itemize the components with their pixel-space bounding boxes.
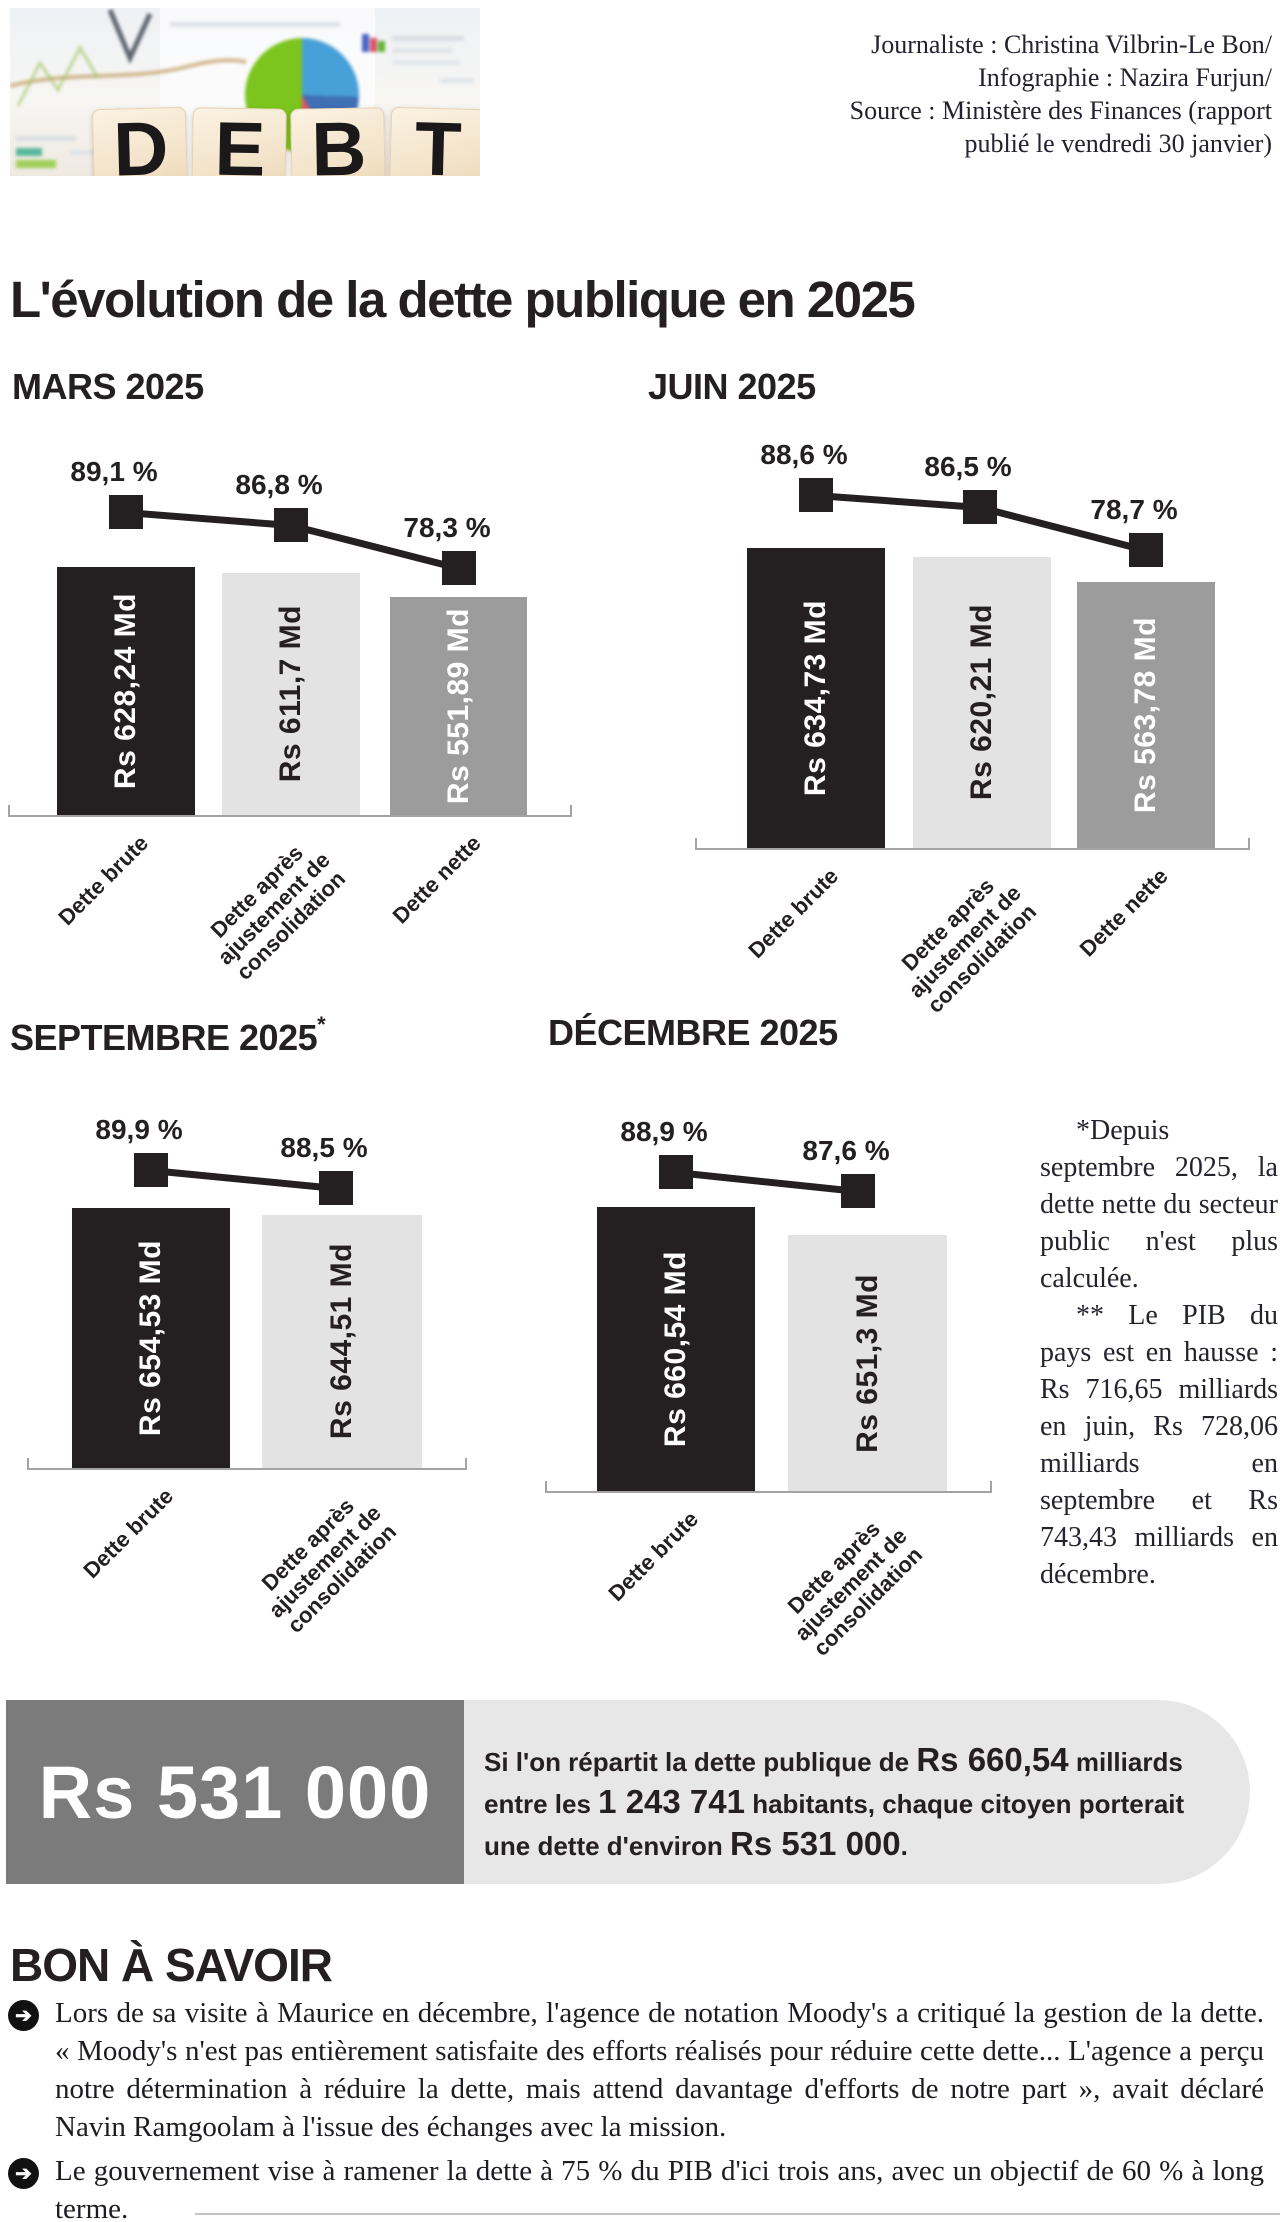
- footnote-paragraph-1: *Depuis septembre 2025, la dette nette d…: [1040, 1115, 1278, 1294]
- pct-marker: [274, 508, 308, 542]
- bar-value-label: Rs 551,89 Md: [441, 607, 475, 805]
- callout-amount-box: Rs 531 000: [6, 1700, 464, 1884]
- bar-dette-brute: Rs 654,53 Md: [72, 1208, 230, 1468]
- axis-tick: [1248, 838, 1250, 850]
- callout-text-box: Si l'on répartit la dette publique de Rs…: [464, 1700, 1250, 1884]
- bullet-2-text: Le gouvernement vise à ramener la dette …: [55, 2155, 1264, 2222]
- callout-amount: Rs 531 000: [38, 1750, 432, 1834]
- x-axis: [27, 1468, 467, 1470]
- pct-label: 89,9 %: [95, 1114, 183, 1145]
- footnote-paragraph-2: ** Le PIB du pays est en hausse : Rs 716…: [1040, 1300, 1278, 1590]
- category-label: Dette après ajustement de consolidation: [782, 1516, 927, 1661]
- x-axis: [8, 815, 572, 817]
- callout-text: Si l'on répartit la dette publique de: [484, 1747, 917, 1777]
- bar-value-label: Rs 634,73 Md: [799, 599, 832, 797]
- axis-tick: [545, 1481, 547, 1493]
- pct-label: 89,1 %: [70, 456, 158, 487]
- bar-value-label: Rs 620,21 Md: [965, 604, 998, 801]
- pct-label: 86,8 %: [235, 469, 323, 500]
- category-label: Dette brute: [53, 830, 153, 931]
- pct-label: 78,3 %: [403, 512, 491, 543]
- pct-marker: [134, 1153, 168, 1187]
- pct-marker: [319, 1171, 353, 1205]
- x-axis: [695, 848, 1250, 850]
- bar-dette-apr-s: Rs 620,21 Md: [913, 557, 1051, 848]
- chart-heading: JUIN 2025: [648, 366, 816, 407]
- credits: Journaliste : Christina Vilbrin-Le Bon/ …: [849, 30, 1272, 158]
- pct-marker: [1129, 533, 1163, 567]
- axis-tick: [695, 838, 697, 850]
- bar-dette-apr-s: Rs 651,3 Md: [788, 1235, 947, 1491]
- bar-dette-apr-s: Rs 611,7 Md: [222, 573, 360, 815]
- arrow-circle-icon: ➔: [8, 2158, 39, 2189]
- x-axis: [545, 1491, 992, 1493]
- category-label: Dette après ajustement de consolidation: [205, 840, 351, 985]
- chart-heading: SEPTEMBRE 2025*: [10, 1012, 326, 1058]
- arrow-circle-icon: ➔: [8, 2000, 39, 2031]
- pct-marker: [442, 551, 476, 585]
- pct-label: 87,6 %: [802, 1135, 890, 1166]
- pct-label: 86,5 %: [924, 451, 1012, 482]
- callout-highlight: Rs 660,54: [916, 1741, 1069, 1778]
- bar-dette-brute: Rs 628,24 Md: [57, 567, 195, 815]
- callout-text: .: [900, 1831, 908, 1861]
- pct-line-segment: [125, 508, 292, 529]
- chart-heading: DÉCEMBRE 2025: [548, 1012, 838, 1053]
- callout-text: milliards entre les: [484, 1747, 1183, 1819]
- bar-dette-nette: Rs 551,89 Md: [390, 597, 527, 815]
- pct-line-segment: [675, 1168, 859, 1195]
- bar-dette-apr-s: Rs 644,51 Md: [262, 1215, 422, 1468]
- pct-marker: [841, 1174, 875, 1208]
- bullet-1-text: Lors de sa visite à Maurice en décembre,…: [55, 1997, 1264, 2143]
- bar-value-label: Rs 660,54 Md: [659, 1250, 692, 1448]
- pct-marker: [109, 495, 143, 529]
- axis-tick: [27, 1458, 29, 1470]
- pct-line-segment: [150, 1166, 337, 1192]
- pct-marker: [659, 1155, 693, 1189]
- bar-value-label: Rs 651,3 Md: [850, 1273, 884, 1453]
- pct-label: 88,5 %: [280, 1132, 368, 1163]
- callout-highlight: 1 243 741: [598, 1783, 745, 1820]
- axis-tick: [465, 1458, 467, 1470]
- bar-dette-nette: Rs 563,78 Md: [1077, 582, 1215, 848]
- pct-label: 88,9 %: [620, 1116, 708, 1147]
- chart-heading-asterisk: *: [317, 1012, 326, 1037]
- axis-tick: [990, 1481, 992, 1493]
- axis-tick: [8, 805, 10, 817]
- callout-highlight: Rs 531 000: [729, 1825, 901, 1862]
- category-label: Dette nette: [387, 830, 486, 929]
- footnote: *Depuis septembre 2025, la dette nette d…: [1040, 1112, 1278, 1593]
- category-label: Dette nette: [1074, 863, 1173, 962]
- category-label: Dette après ajustement de consolidation: [896, 873, 1042, 1018]
- pct-line-segment: [815, 491, 981, 511]
- photo-chart-sketches: [10, 9, 474, 168]
- page-title: L'évolution de la dette publique en 2025: [10, 271, 916, 328]
- bar-dette-brute: Rs 660,54 Md: [597, 1207, 755, 1491]
- category-label: Dette après ajustement de consolidation: [256, 1493, 402, 1638]
- bar-value-label: Rs 644,51 Md: [325, 1243, 358, 1440]
- callout-text: habitants, chaque citoyen porterait une …: [484, 1789, 1185, 1861]
- bon-a-savoir-heading: BON À SAVOIR: [10, 1939, 333, 1991]
- chart-heading: MARS 2025: [12, 366, 204, 407]
- bar-value-label: Rs 563,78 Md: [1129, 616, 1162, 814]
- pct-label: 78,7 %: [1090, 494, 1178, 525]
- bar-dette-brute: Rs 634,73 Md: [747, 548, 885, 848]
- bar-value-label: Rs 628,24 Md: [109, 592, 142, 790]
- category-label: Dette brute: [743, 863, 843, 964]
- pct-label: 88,6 %: [760, 439, 848, 470]
- pct-marker: [799, 478, 833, 512]
- bottom-divider: [195, 2213, 1280, 2215]
- category-label: Dette brute: [78, 1483, 178, 1584]
- axis-tick: [570, 805, 572, 817]
- bar-value-label: Rs 611,7 Md: [274, 605, 307, 783]
- bar-value-label: Rs 654,53 Md: [134, 1239, 167, 1437]
- pct-marker: [963, 490, 997, 524]
- category-label: Dette brute: [603, 1506, 703, 1607]
